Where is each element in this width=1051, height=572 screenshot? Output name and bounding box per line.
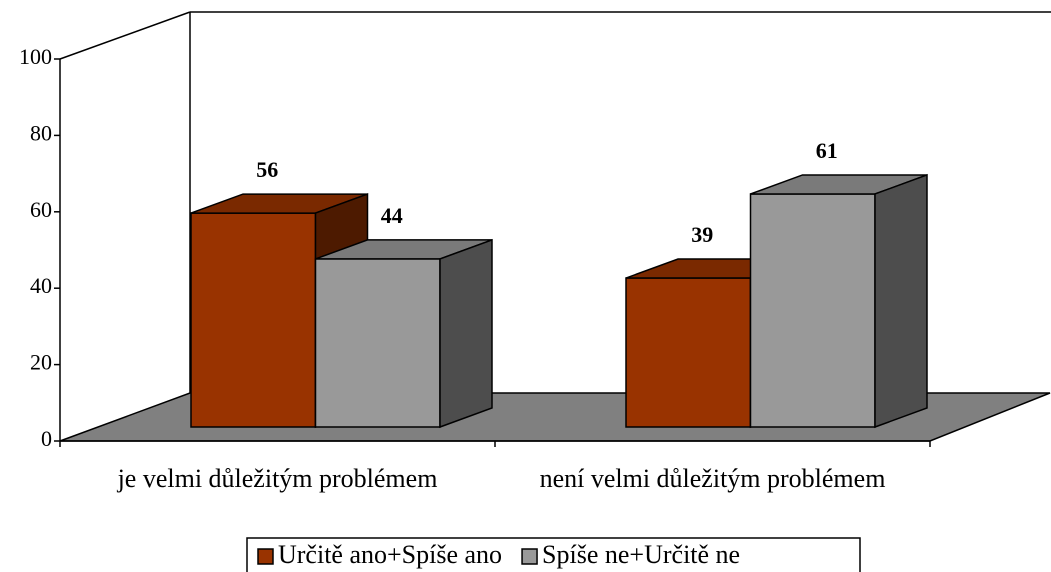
legend-swatch <box>521 548 538 565</box>
y-tick-label: 0 <box>41 426 52 451</box>
y-tick-label: 100 <box>19 44 52 69</box>
bar <box>190 212 317 428</box>
bar-side <box>439 238 493 429</box>
x-tick-label: je velmi důležitým problémem <box>117 464 438 493</box>
value-label: 39 <box>691 222 713 247</box>
y-tick-label: 20 <box>30 350 52 375</box>
bar-side <box>874 173 928 429</box>
y-tick-label: 40 <box>30 273 52 298</box>
bar <box>314 258 441 428</box>
side-wall-top <box>59 11 191 60</box>
legend-box <box>246 537 861 572</box>
legend-label: Určitě ano+Spíše ano <box>278 540 502 569</box>
bar <box>749 193 876 428</box>
bar <box>625 277 752 428</box>
value-label: 56 <box>256 157 278 182</box>
value-label: 44 <box>381 203 403 228</box>
y-tick-label: 60 <box>30 197 52 222</box>
value-label: 61 <box>816 138 838 163</box>
legend-label: Spíše ne+Určitě ne <box>542 540 740 569</box>
x-tick-label: není velmi důležitým problémem <box>540 464 886 493</box>
legend-swatch <box>257 548 274 565</box>
y-tick-label: 80 <box>30 120 52 145</box>
